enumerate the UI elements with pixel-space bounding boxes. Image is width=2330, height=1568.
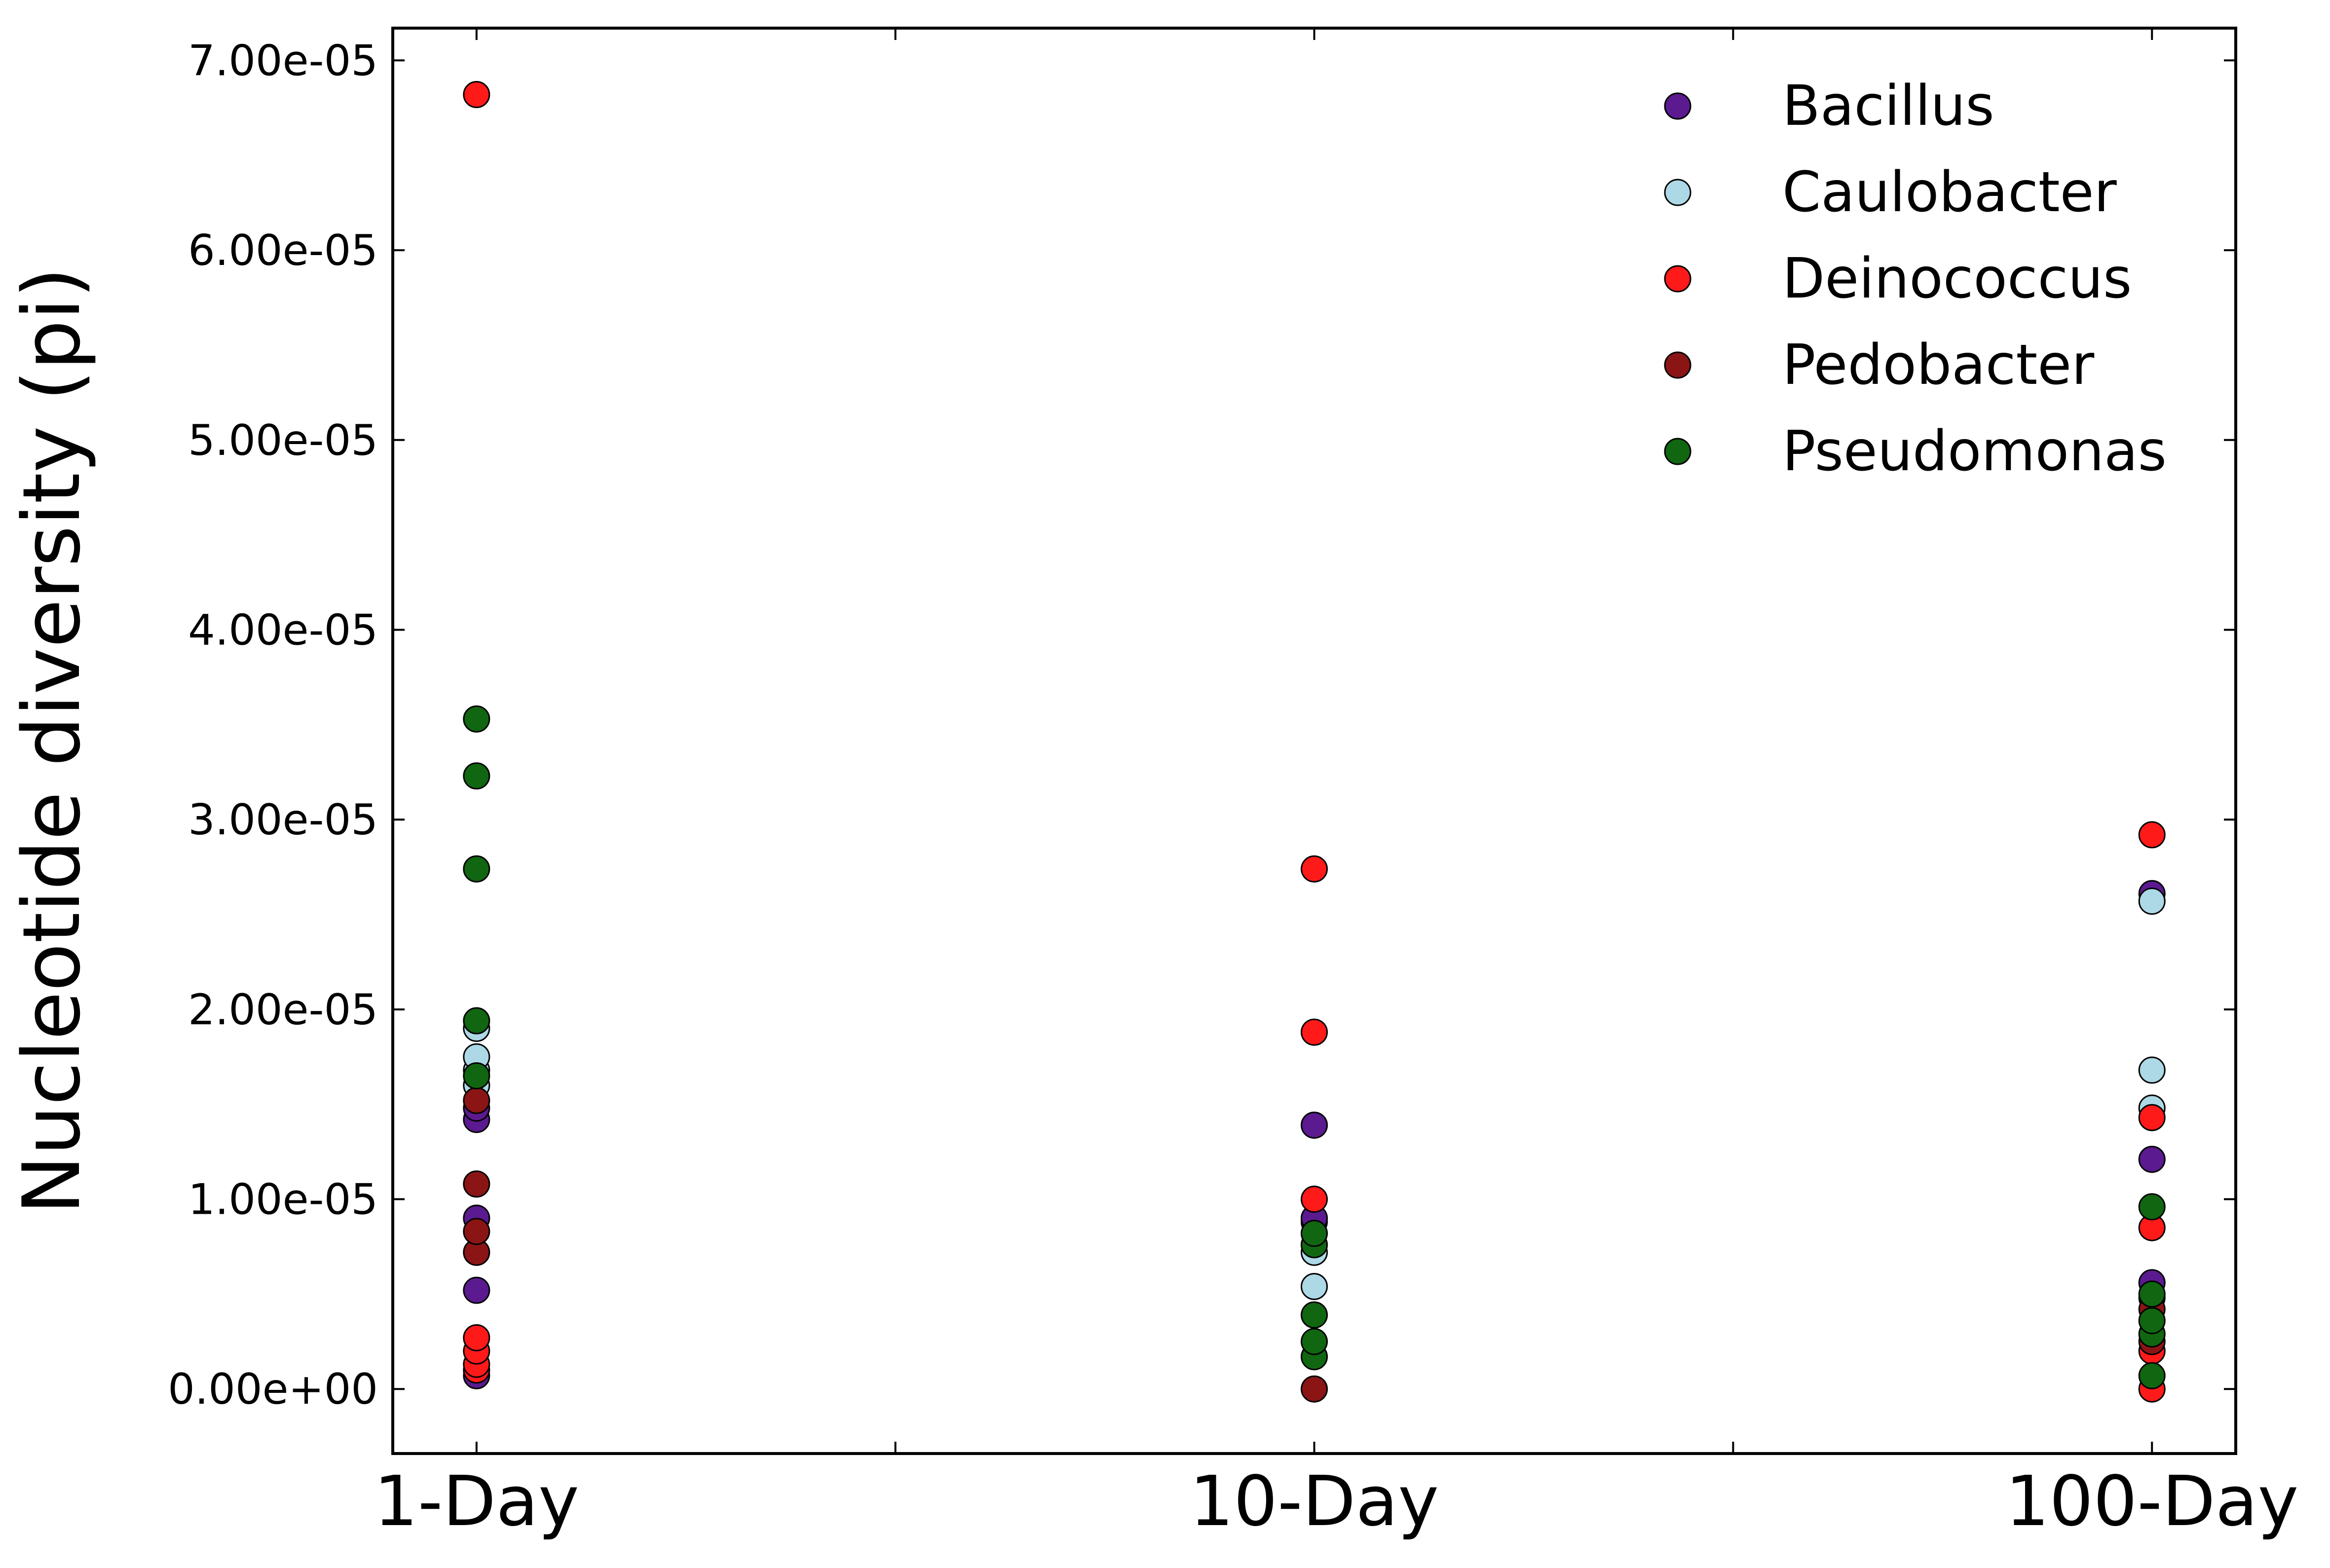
legend-marker [1664, 92, 1691, 120]
data-point-caulobacter [2138, 888, 2166, 915]
legend-marker [1664, 351, 1691, 379]
legend-marker [1664, 265, 1691, 293]
x-tick-label: 100-Day [2005, 1461, 2298, 1542]
data-point-bacillus [1301, 1111, 1328, 1139]
data-points [463, 81, 2166, 1403]
data-point-deinococcus [2138, 821, 2166, 849]
y-axis-title: Nucleotide diversity (pi) [5, 267, 98, 1215]
plot-frame [391, 27, 2237, 1455]
data-point-pedobacter [463, 1170, 490, 1198]
legend-marker [1664, 438, 1691, 465]
data-point-pseudomonas [463, 762, 490, 790]
data-point-deinococcus [463, 1324, 490, 1351]
legend-label: Pseudomonas [1782, 419, 2167, 484]
data-point-pseudomonas [2138, 1362, 2166, 1389]
data-point-pseudomonas [463, 705, 490, 733]
axis-ticks [393, 28, 2236, 1454]
data-point-pedobacter [463, 1218, 490, 1245]
data-point-deinococcus [463, 81, 490, 109]
data-point-pseudomonas [463, 855, 490, 883]
y-tick-label: 3.00e-05 [188, 795, 378, 845]
data-point-pseudomonas [2138, 1307, 2166, 1335]
y-tick-label: 6.00e-05 [188, 226, 378, 275]
y-tick-label: 1.00e-05 [188, 1175, 378, 1225]
y-tick-label: 7.00e-05 [188, 36, 378, 85]
data-point-pseudomonas [1301, 1328, 1328, 1355]
data-point-deinococcus [1301, 855, 1328, 883]
data-point-deinococcus [1301, 1018, 1328, 1046]
legend-label: Deinococcus [1782, 247, 2132, 311]
data-point-bacillus [463, 1276, 490, 1304]
data-point-deinococcus [1301, 1186, 1328, 1213]
data-point-caulobacter [2138, 1056, 2166, 1084]
legend-label: Pedobacter [1782, 333, 2095, 397]
legend: Bacillus Caulobacter Deinococcus Pedobacter… [1664, 74, 2167, 484]
data-point-pseudomonas [1301, 1220, 1328, 1247]
data-point-pseudomonas [463, 1007, 490, 1035]
legend-label: Caulobacter [1782, 160, 2117, 224]
y-tick-label: 5.00e-05 [188, 416, 378, 465]
tick-labels: 0.00e+00 1.00e-05 2.00e-05 3.00e-05 4.00e-05… [168, 36, 2298, 1542]
x-tick-label: 1-Day [374, 1461, 579, 1542]
data-point-bacillus [2138, 1146, 2166, 1173]
y-tick-label: 0.00e+00 [168, 1365, 378, 1414]
y-tick-label: 2.00e-05 [188, 985, 378, 1035]
data-point-pseudomonas [2138, 1193, 2166, 1221]
legend-marker [1664, 179, 1691, 206]
data-point-pseudomonas [1301, 1301, 1328, 1329]
x-tick-label: 10-Day [1190, 1461, 1439, 1542]
legend-label: Bacillus [1782, 74, 1994, 138]
y-tick-label: 4.00e-05 [188, 605, 378, 655]
data-point-caulobacter [1301, 1272, 1328, 1300]
data-point-pseudomonas [463, 1062, 490, 1089]
data-point-pseudomonas [2138, 1280, 2166, 1308]
data-point-pedobacter [463, 1086, 490, 1114]
data-point-deinococcus [2138, 1104, 2166, 1131]
data-point-pedobacter [1301, 1375, 1328, 1403]
